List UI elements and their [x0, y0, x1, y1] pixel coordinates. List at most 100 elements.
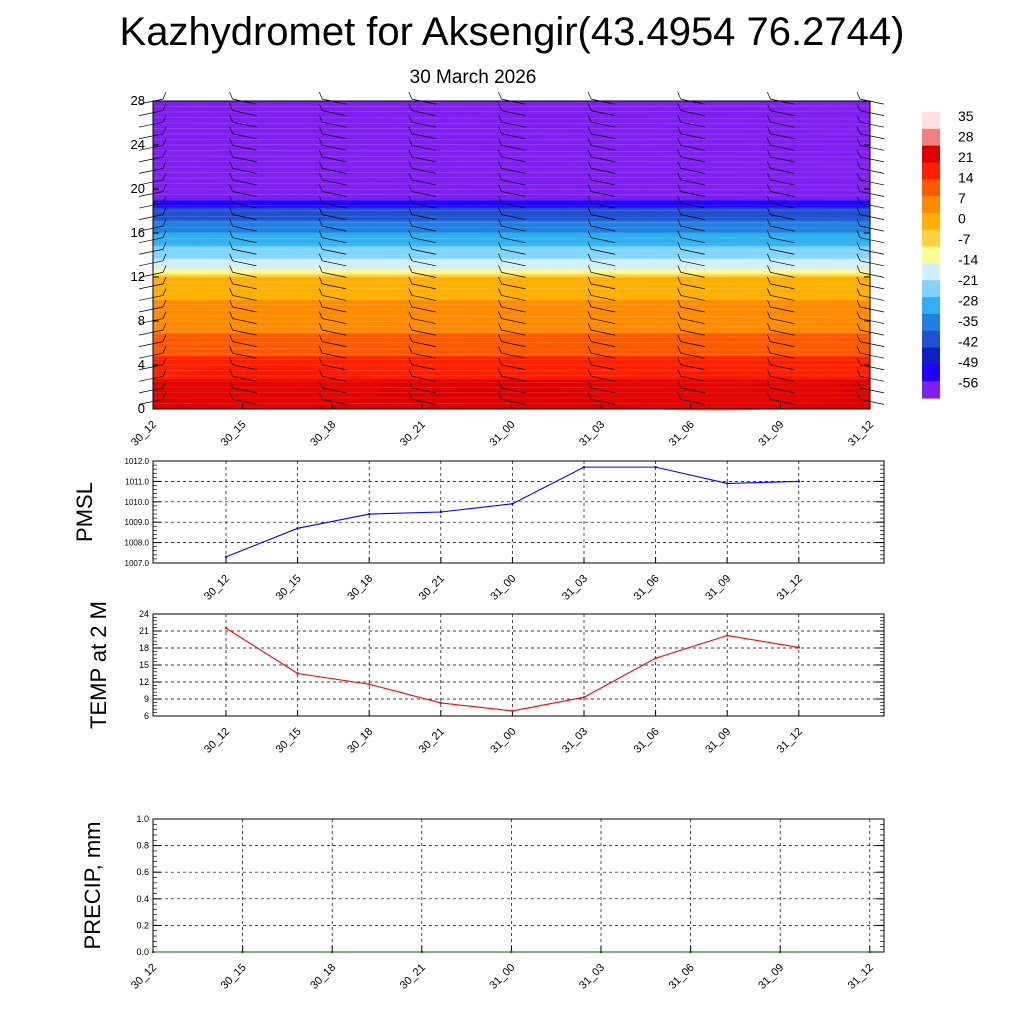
- wind-barb: [767, 299, 771, 308]
- temp-point: [797, 646, 800, 649]
- colorbar-label: -28: [958, 293, 978, 309]
- wind-barb: [680, 168, 705, 174]
- wind-barb: [859, 364, 885, 371]
- wind-barb: [498, 346, 502, 354]
- wind-barb: [770, 387, 795, 394]
- wind-barb: [138, 272, 164, 278]
- wind-barb: [411, 202, 436, 209]
- contour-line: [152, 315, 871, 318]
- wind-barb: [856, 195, 861, 204]
- wind-barb: [322, 202, 347, 209]
- colorbar-swatch: [922, 196, 940, 214]
- wind-barb: [498, 230, 502, 238]
- x-tick-label: 31_00: [488, 573, 518, 603]
- colorbar-swatch: [922, 145, 940, 164]
- wind-barb: [229, 299, 233, 308]
- wind-barb: [680, 341, 705, 347]
- wind-barb: [591, 179, 616, 186]
- wind-barb: [229, 230, 233, 238]
- pmsl-point: [296, 527, 299, 530]
- y-tick-label: 0.6: [136, 867, 149, 877]
- wind-barb: [677, 126, 682, 134]
- colorbar-label: 14: [958, 170, 974, 186]
- colorbar-swatch: [922, 280, 940, 298]
- wind-barb: [680, 364, 705, 371]
- wind-barb: [138, 144, 164, 151]
- wind-barb: [162, 184, 167, 192]
- wind-barb: [680, 399, 705, 405]
- wind-barb: [322, 341, 347, 347]
- wind-barb: [229, 161, 233, 169]
- wind-barb: [680, 248, 705, 255]
- wind-barb: [859, 283, 885, 290]
- wind-barb: [232, 168, 257, 174]
- colorbar-swatch: [922, 179, 940, 197]
- y-tick-label: 0.2: [136, 920, 149, 930]
- wind-barb: [322, 98, 347, 105]
- wind-barb: [859, 352, 885, 359]
- wind-barb: [856, 369, 861, 377]
- y-tick-label: 0: [138, 401, 145, 416]
- contour-line: [152, 374, 871, 377]
- warm-core: [583, 371, 843, 411]
- wind-barb: [770, 341, 795, 347]
- wind-barb: [677, 276, 682, 285]
- wind-barb: [322, 191, 347, 197]
- wind-barb: [501, 375, 526, 382]
- y-tick-label: 24: [131, 137, 145, 152]
- wind-barb: [856, 299, 861, 308]
- wind-barb: [501, 191, 526, 197]
- y-tick-label: 12: [139, 677, 149, 687]
- warm-core: [163, 365, 383, 409]
- y-tick-label: 1011.0: [125, 477, 149, 486]
- wind-barb: [767, 230, 771, 238]
- wind-barb: [229, 115, 233, 123]
- contour-line: [152, 348, 871, 351]
- x-tick-label: 31_00: [488, 726, 518, 756]
- colorbar: 35 28 21 14 7 0 -7 -14 -21 -28 -35 -42 -49 -56: [922, 108, 978, 399]
- wind-barb: [859, 168, 885, 174]
- wind-barb: [162, 172, 167, 181]
- precip-point: [868, 950, 871, 954]
- colorbar-label: 28: [958, 129, 974, 145]
- wind-barb: [680, 237, 705, 244]
- wind-barb: [501, 237, 526, 244]
- colorbar-swatch: [922, 246, 940, 265]
- wind-barb: [138, 399, 164, 405]
- wind-barb: [498, 357, 502, 365]
- wind-barb: [411, 364, 436, 371]
- wind-barb: [411, 214, 436, 220]
- wind-barb: [498, 219, 502, 227]
- contour-line: [152, 303, 871, 305]
- wind-barb: [138, 260, 164, 267]
- wind-barb: [408, 172, 413, 181]
- wind-barb: [501, 318, 526, 324]
- x-tick-label: 30_21: [398, 962, 428, 992]
- x-tick-label: 31_00: [488, 419, 518, 449]
- wind-barb: [318, 380, 323, 388]
- wind-barb: [408, 276, 413, 285]
- contour-line: [152, 155, 871, 158]
- wind-barb: [767, 322, 771, 331]
- x-tick-label: 31_03: [577, 419, 607, 449]
- wind-barb: [232, 364, 257, 371]
- wind-barb: [677, 311, 682, 319]
- wind-barb: [587, 369, 592, 377]
- wind-barb: [229, 195, 233, 204]
- colorbar-swatch: [922, 330, 940, 349]
- pmsl-point: [439, 510, 442, 514]
- wind-barb: [587, 184, 592, 192]
- x-tick-label: 31_09: [703, 573, 733, 603]
- wind-barb: [322, 225, 347, 232]
- contour-line: [152, 254, 871, 257]
- wind-barb: [856, 207, 861, 215]
- wind-barb: [162, 126, 167, 134]
- y-tick-label: 1012.0: [125, 457, 150, 466]
- wind-barb: [232, 329, 257, 336]
- wind-barb: [677, 357, 682, 365]
- wind-barb: [859, 260, 885, 267]
- wind-barb: [677, 253, 682, 261]
- contour-line: [152, 326, 871, 328]
- wind-barb: [138, 375, 164, 382]
- wind-barb: [767, 334, 771, 342]
